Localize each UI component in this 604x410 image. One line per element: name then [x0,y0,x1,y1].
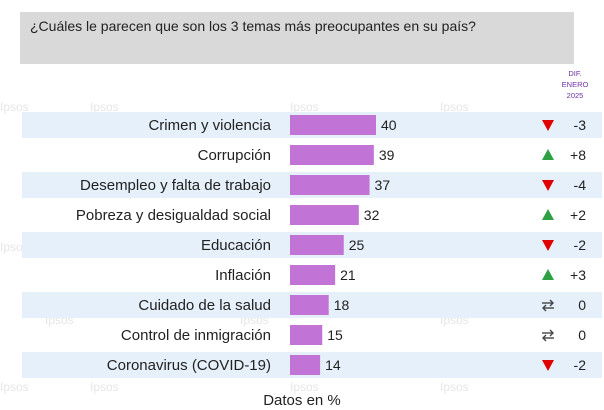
bar [290,235,344,255]
diff-column-header: DIF. ENERO 2025 [555,68,595,101]
diff-header-line: DIF. [568,69,582,78]
diff-value-label: 0 [578,327,586,343]
up-arrow-icon [542,149,554,160]
diff-value-label: +3 [570,267,586,283]
bar-value-label: 39 [379,147,395,163]
category-label: Pobreza y desigualdad social [76,207,271,224]
arrow-head [542,304,547,312]
no-change-icon [542,299,554,312]
category-label: Crimen y violencia [148,117,271,134]
category-label: Control de inmigración [121,327,271,344]
bar [290,175,370,195]
bar-value-label: 32 [364,207,380,223]
bar-value-label: 37 [375,177,391,193]
bar [290,205,359,225]
up-arrow-icon [542,269,554,280]
diff-value-label: 0 [578,297,586,313]
x-axis-label: Datos en % [263,392,341,409]
down-arrow-icon [542,360,554,371]
down-arrow-icon [542,180,554,191]
question-title: ¿Cuáles le parecen que son los 3 temas m… [20,12,574,64]
bar-value-label: 18 [334,297,350,313]
bar [290,295,329,315]
bar [290,115,376,135]
bar-value-label: 40 [381,117,397,133]
bar [290,145,374,165]
bar-value-label: 21 [340,267,356,283]
category-label: Corrupción [198,147,271,164]
bar [290,355,321,375]
arrow-head [549,329,554,337]
diff-value-label: -2 [574,237,587,253]
bar-value-label: 15 [327,327,343,343]
bar-value-label: 25 [349,237,365,253]
down-arrow-icon [542,120,554,131]
arrow-head [542,334,547,342]
diff-value-label: -4 [574,177,587,193]
category-label: Coronavirus (COVID-19) [107,357,271,374]
diff-header-line: 2025 [566,91,584,100]
down-arrow-icon [542,240,554,251]
bar [290,265,336,285]
diff-value-label: +2 [570,207,586,223]
diff-header-line: ENERO [561,80,589,89]
diff-value-label: -3 [574,117,587,133]
bar-chart: Crimen y violencia 40 -3 Corrupción 39 +8 Dese… [22,112,602,378]
diff-value-label: -2 [574,357,587,373]
category-label: Cuidado de la salud [138,297,271,314]
category-label: Educación [201,237,271,254]
arrow-head [549,299,554,307]
category-label: Desempleo y falta de trabajo [80,177,271,194]
category-label: Inflación [215,267,271,284]
up-arrow-icon [542,209,554,220]
bar-value-label: 14 [325,357,341,373]
no-change-icon [542,329,554,342]
diff-value-label: +8 [570,147,586,163]
bar [290,325,323,345]
